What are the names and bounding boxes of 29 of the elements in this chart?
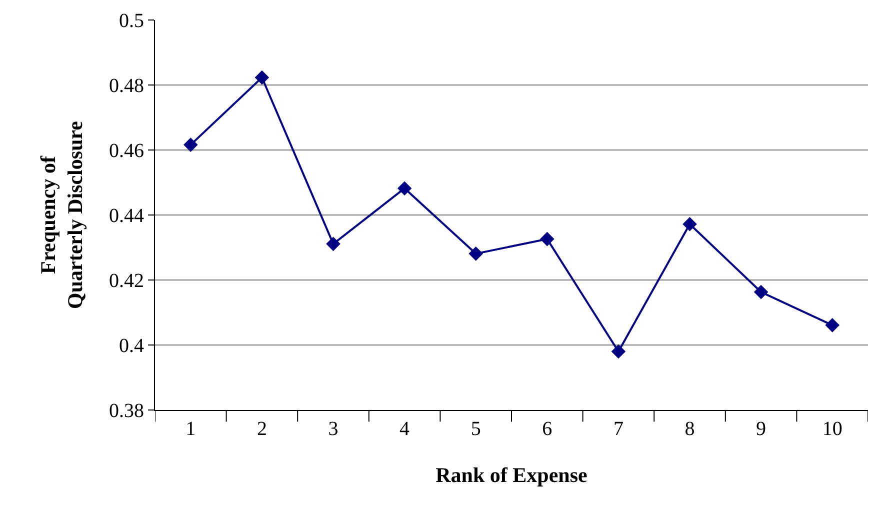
x-tick-label: 8	[684, 418, 695, 440]
x-tick-label: 7	[613, 418, 624, 440]
x-tick-label: 4	[400, 418, 410, 440]
y-tick-label: 0.38	[109, 400, 144, 422]
y-tick-label: 0.48	[109, 75, 144, 97]
x-tick-label: 1	[186, 418, 196, 440]
x-tick-label: 3	[328, 418, 338, 440]
x-tick-label: 2	[256, 418, 267, 440]
point	[254, 70, 270, 85]
point	[397, 181, 412, 196]
point	[611, 344, 626, 359]
x-tick-label: 10	[822, 418, 842, 440]
y-tick-label: 0.44	[109, 205, 144, 227]
y-tick-label: 0.46	[109, 140, 144, 162]
x-axis-title: Rank of Expense	[436, 463, 588, 488]
y-axis-title: Frequency of Quarterly Disclosure	[36, 121, 88, 309]
point	[184, 138, 198, 152]
point	[540, 232, 554, 246]
point	[326, 236, 340, 252]
x-tick-label: 6	[542, 418, 552, 440]
point	[468, 246, 483, 261]
y-tick-label: 0.42	[109, 270, 144, 292]
x-tick-label: 9	[756, 418, 766, 440]
point	[825, 318, 840, 332]
x-tick-label: 5	[470, 418, 481, 440]
y-tick-label: 0.4	[119, 335, 144, 357]
point	[754, 284, 768, 300]
point	[682, 216, 697, 232]
y-tick-label: 0.5	[119, 10, 144, 32]
